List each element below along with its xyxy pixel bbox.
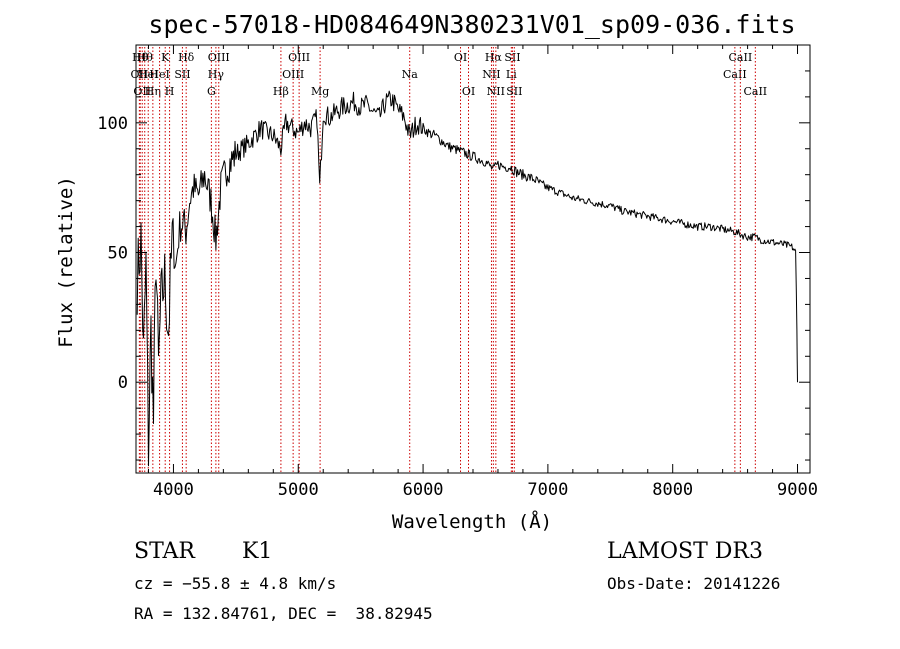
spectral-line-label-1: OII: [131, 68, 149, 81]
x-tick-label-0: 4000: [153, 480, 194, 500]
spectral-line-label-7: K: [161, 51, 170, 64]
series-layer: [136, 90, 798, 467]
spectral-line-label-5: Hη: [145, 85, 161, 98]
star-class-label: STAR: [134, 539, 195, 564]
spectral-line-label-6: HeI: [149, 68, 169, 81]
spectral-line-label-23: NII: [487, 85, 505, 98]
spectral-line-label-3: Hθ: [137, 51, 154, 64]
x-tick-label-2: 6000: [403, 480, 444, 500]
spectral-line-label-4: HeI: [138, 68, 158, 81]
cz-label: cz = −55.8 ± 4.8 km/s: [134, 574, 337, 593]
x-tick-label-4: 8000: [652, 480, 693, 500]
y-tick-label-0: 0: [118, 373, 128, 393]
spectral-line-label-15: OIII: [282, 68, 304, 81]
y-tick-label-2: 100: [97, 114, 128, 134]
spectral-line-label-26: SII: [506, 85, 522, 98]
spectral-line-label-18: Na: [402, 68, 419, 81]
spectral-line-label-20: OI: [462, 85, 475, 98]
spectral-line-label-19: OI: [454, 51, 467, 64]
axes: 4000 5000 6000 7000 8000 9000 0 50 100: [97, 44, 818, 500]
x-tick-label-3: 7000: [527, 480, 568, 500]
spectral-line-label-11: G: [207, 85, 216, 98]
y-tick-label-1: 50: [108, 244, 128, 264]
subclass-label: K1: [242, 539, 273, 564]
spectral-line-label-28: CaII: [729, 51, 753, 64]
spectral-line-label-24: Li: [506, 68, 517, 81]
spectral-line-label-16: OIII: [288, 51, 310, 64]
spectral-line-label-14: Hβ: [273, 85, 289, 98]
spectral-lines-layer: HθOIIOIIHθHeIHηHeIKHSIIHδGHγOIIIHβOIIIOI…: [131, 47, 767, 473]
spectral-line-label-25: SII: [504, 51, 520, 64]
spectral-line-label-29: CaII: [743, 85, 767, 98]
spectral-line-label-27: CaII: [723, 68, 747, 81]
spectral-line-label-21: NII: [482, 68, 500, 81]
series-line-0: [136, 90, 798, 467]
obs-date-label: Obs-Date: 20141226: [607, 574, 781, 593]
y-axis-label: Flux (relative): [55, 176, 77, 348]
spectral-line-label-22: Hα: [485, 51, 503, 64]
spectral-line-label-9: SII: [174, 68, 190, 81]
x-axis-label: Wavelength (Å): [392, 510, 552, 533]
spectral-line-label-8: H: [165, 85, 175, 98]
spectral-line-label-10: Hδ: [178, 51, 195, 64]
spectral-line-label-13: OIII: [208, 51, 230, 64]
x-tick-label-5: 9000: [777, 480, 818, 500]
coords-label: RA = 132.84761, DEC = 38.82945: [134, 604, 433, 623]
spectral-line-label-2: OII: [133, 85, 151, 98]
spectral-line-label-17: Mg: [311, 85, 329, 98]
plot-frame: [135, 44, 811, 474]
spectral-line-label-12: Hγ: [208, 68, 225, 81]
survey-label: LAMOST DR3: [607, 539, 763, 564]
x-tick-label-1: 5000: [278, 480, 319, 500]
chart-title: spec-57018-HD084649N380231V01_sp09-036.f…: [148, 10, 795, 39]
